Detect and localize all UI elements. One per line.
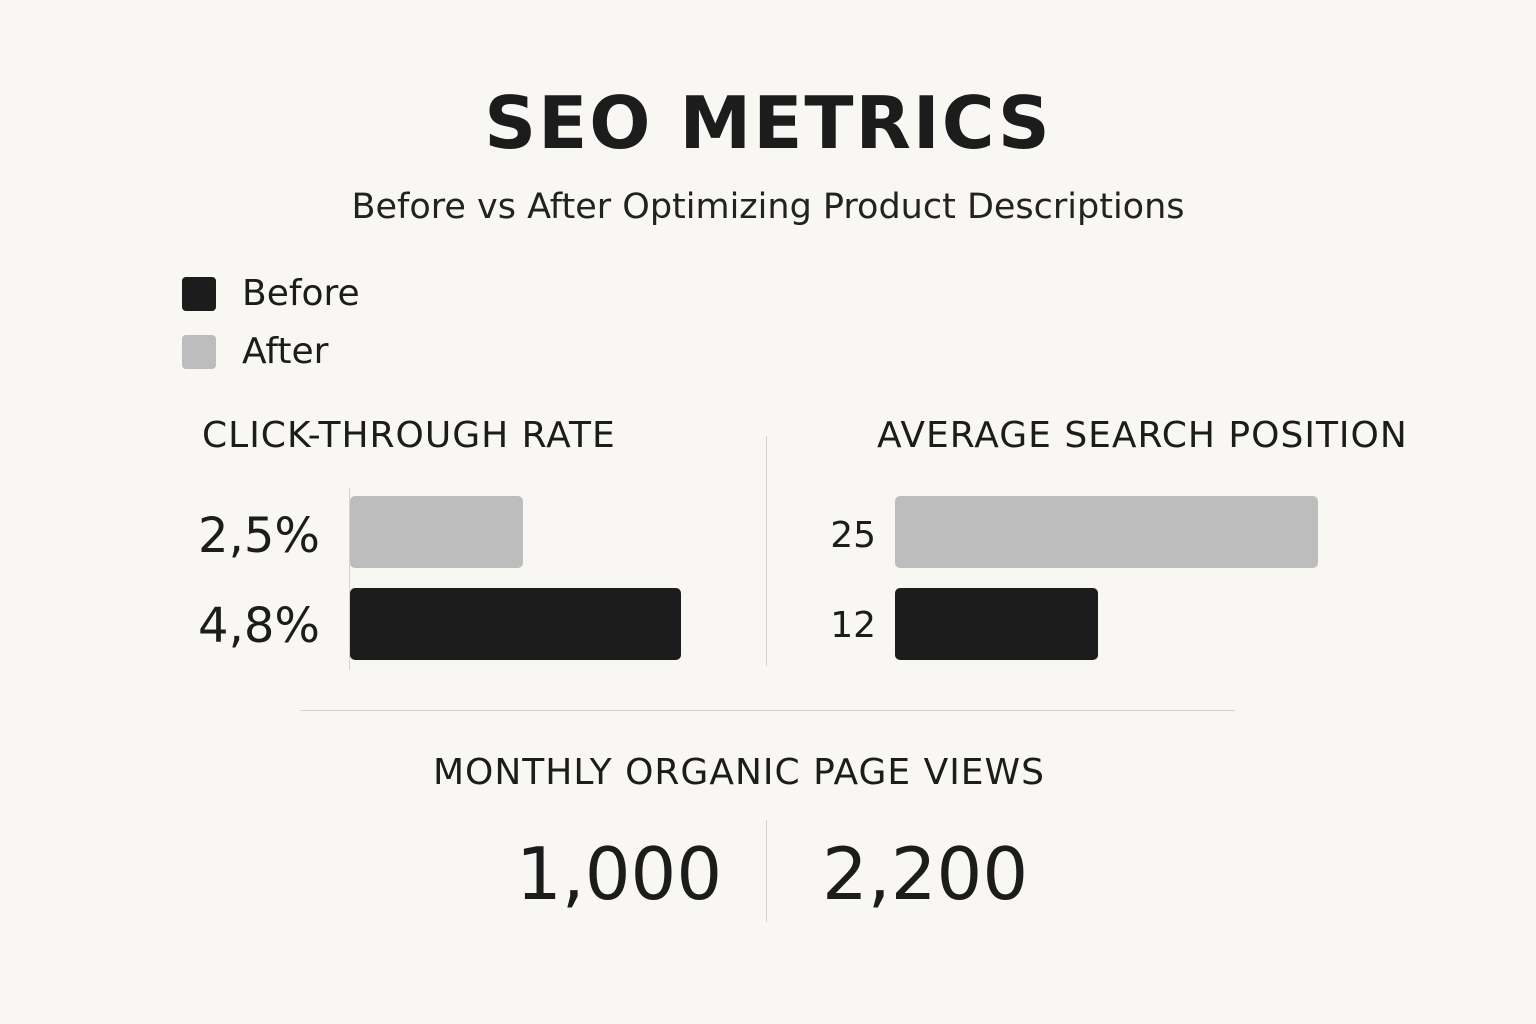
position-bar-after: [895, 496, 1318, 568]
position-value-after: 25: [830, 515, 876, 556]
ctr-axis-line: [349, 488, 350, 670]
position-title: AVERAGE SEARCH POSITION: [877, 415, 1408, 456]
position-bar-before: [895, 588, 1098, 660]
legend-swatch-after: [182, 335, 216, 369]
legend-item-after: After: [182, 332, 328, 372]
pageviews-title: MONTHLY ORGANIC PAGE VIEWS: [432, 752, 1046, 793]
legend-swatch-before: [182, 277, 216, 311]
ctr-value-after: 2,5%: [198, 508, 320, 564]
ctr-title: CLICK-THROUGH RATE: [202, 415, 616, 456]
legend-item-before: Before: [182, 274, 360, 314]
pageviews-before-value: 1,000: [516, 832, 723, 916]
ctr-value-before: 4,8%: [198, 598, 320, 654]
ctr-bar-after: [350, 496, 523, 568]
section-divider: [300, 710, 1235, 711]
legend-label-after: After: [242, 331, 329, 372]
page-subtitle: Before vs After Optimizing Product Descr…: [351, 187, 1185, 227]
position-value-before: 12: [830, 605, 876, 646]
pageviews-after-value: 2,200: [822, 832, 1029, 916]
page-title: SEO METRICS: [484, 81, 1052, 165]
pageviews-divider: [766, 820, 767, 922]
ctr-bar-before: [350, 588, 682, 660]
legend-label-before: Before: [242, 273, 360, 314]
panel-divider: [766, 436, 767, 666]
